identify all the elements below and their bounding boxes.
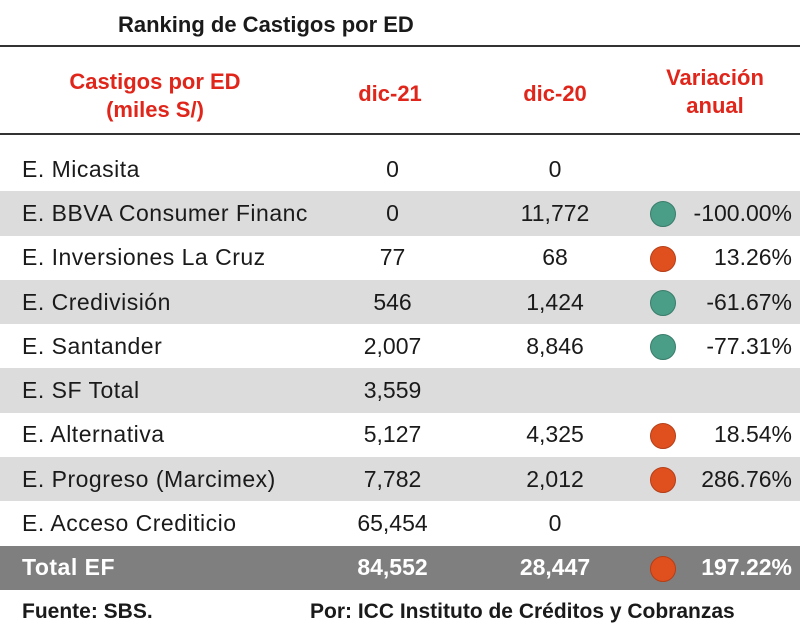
entity-name: E. Micasita bbox=[22, 155, 140, 182]
source-note: Fuente: SBS. bbox=[22, 600, 153, 623]
status-indicator-icon bbox=[649, 245, 676, 272]
status-cell bbox=[635, 147, 690, 191]
status-cell bbox=[635, 457, 690, 502]
status-indicator-icon bbox=[649, 201, 676, 228]
dic21-value: 2,007 bbox=[363, 332, 422, 359]
variation-value: 286.76% bbox=[690, 457, 800, 502]
entity-header: Castigos por ED (miles S/) bbox=[40, 68, 270, 124]
dic21-value: 546 bbox=[310, 279, 475, 325]
entity-name: E. Santander bbox=[22, 332, 163, 359]
entity-name: E. Inversiones La Cruz bbox=[22, 244, 266, 271]
variation-value bbox=[690, 501, 800, 545]
table-row: E. Progreso (Marcimex) 7,782 2,012 286.76% bbox=[0, 457, 800, 502]
status-indicator-icon bbox=[649, 422, 676, 449]
variation-value: 197.22% bbox=[690, 545, 800, 590]
status-cell bbox=[635, 501, 690, 545]
table-row: E. SF Total 3,559 bbox=[0, 368, 800, 413]
entity-name: E. BBVA Consumer Financ bbox=[0, 191, 310, 236]
status-cell bbox=[635, 368, 690, 413]
dic20-value: 0 bbox=[548, 510, 562, 537]
variation-value bbox=[690, 147, 800, 191]
table-row: E. Santander 2,007 8,846 -77.31% bbox=[0, 324, 800, 368]
status-cell bbox=[635, 191, 690, 236]
page-title: Ranking de Castigos por ED bbox=[118, 12, 414, 37]
status-indicator-icon bbox=[649, 555, 676, 582]
entity-name: E. Acceso Crediticio bbox=[22, 510, 237, 537]
dic20-value: 28,447 bbox=[475, 545, 635, 590]
dic21-header: dic-21 bbox=[358, 81, 422, 106]
dic21-value: 84,552 bbox=[310, 545, 475, 590]
dic20-value: 68 bbox=[542, 244, 568, 271]
status-cell bbox=[635, 413, 690, 457]
dic21-value: 3,559 bbox=[310, 368, 475, 413]
status-cell bbox=[635, 279, 690, 325]
status-cell bbox=[635, 545, 690, 590]
variation-value: -100.00% bbox=[690, 191, 800, 236]
dic20-header: dic-20 bbox=[523, 81, 587, 106]
entity-name: E. SF Total bbox=[0, 368, 310, 413]
variation-header-line2: anual bbox=[686, 93, 744, 118]
table-row: E. Alternativa 5,127 4,325 18.54% bbox=[0, 413, 800, 457]
dic20-value: 4,325 bbox=[526, 421, 584, 448]
table-row: E. Inversiones La Cruz 77 68 13.26% bbox=[0, 236, 800, 280]
dic20-value: 2,012 bbox=[475, 457, 635, 502]
entity-name: E. Alternativa bbox=[22, 421, 165, 448]
variation-value: 13.26% bbox=[713, 244, 792, 271]
table-row: E. BBVA Consumer Financ 0 11,772 -100.00% bbox=[0, 191, 800, 236]
entity-name: E. Credivisión bbox=[0, 279, 310, 325]
ranking-table: E. Micasita 0 0 E. BBVA Consumer Financ 0 11,… bbox=[0, 147, 800, 590]
entity-header-line2: (miles S/) bbox=[106, 97, 204, 122]
dic20-value: 0 bbox=[548, 155, 562, 182]
variation-value: 18.54% bbox=[713, 421, 792, 448]
entity-name: Total EF bbox=[0, 545, 310, 590]
status-indicator-icon bbox=[649, 467, 676, 494]
dic21-value: 0 bbox=[386, 155, 399, 182]
table-row: E. Micasita 0 0 bbox=[0, 147, 800, 191]
entity-name: E. Progreso (Marcimex) bbox=[0, 457, 310, 502]
dic21-value: 5,127 bbox=[363, 421, 422, 448]
status-cell bbox=[635, 236, 690, 280]
top-rule bbox=[0, 45, 800, 47]
variation-value: -77.31% bbox=[706, 332, 792, 359]
header-rule bbox=[0, 133, 800, 135]
variation-header-line1: Variación bbox=[666, 65, 764, 90]
status-indicator-icon bbox=[649, 334, 676, 361]
dic21-value: 77 bbox=[379, 244, 406, 271]
dic21-value: 65,454 bbox=[357, 510, 428, 537]
dic21-value: 0 bbox=[310, 191, 475, 236]
entity-header-line1: Castigos por ED bbox=[69, 69, 241, 94]
dic20-value: 1,424 bbox=[475, 279, 635, 325]
table-row: E. Credivisión 546 1,424 -61.67% bbox=[0, 279, 800, 325]
total-row: Total EF 84,552 28,447 197.22% bbox=[0, 545, 800, 590]
variation-value bbox=[690, 368, 800, 413]
table-row: E. Acceso Crediticio 65,454 0 bbox=[0, 501, 800, 545]
variation-value: -61.67% bbox=[690, 279, 800, 325]
dic21-value: 7,782 bbox=[310, 457, 475, 502]
dic20-value: 8,846 bbox=[526, 332, 584, 359]
dic20-value: 11,772 bbox=[475, 191, 635, 236]
status-indicator-icon bbox=[649, 290, 676, 316]
status-cell bbox=[635, 324, 690, 368]
variation-header: Variación anual bbox=[640, 64, 790, 120]
author-note: Por: ICC Instituto de Créditos y Cobranz… bbox=[310, 600, 735, 623]
dic20-value bbox=[475, 368, 635, 413]
